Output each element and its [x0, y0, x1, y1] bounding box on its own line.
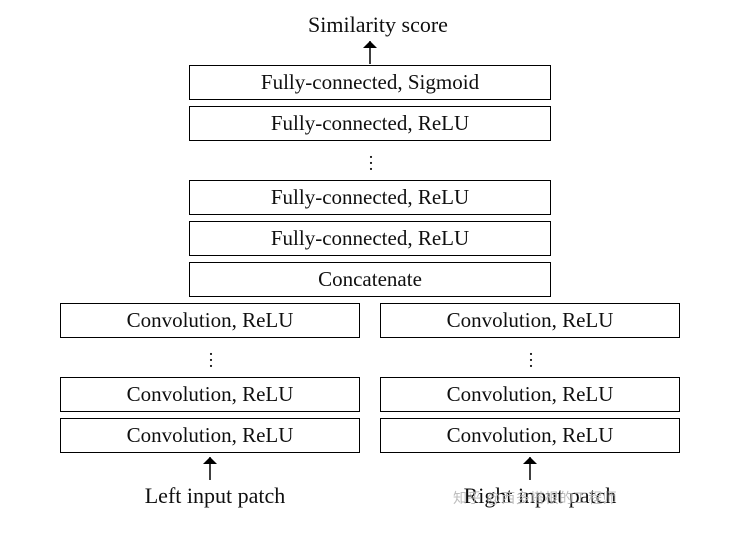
- output-label: Similarity score: [293, 12, 463, 38]
- conv-right-row0: Convolution, ReLU: [380, 303, 680, 338]
- concatenate-block: Concatenate: [189, 262, 551, 297]
- fc-relu-block-top: Fully-connected, ReLU: [189, 106, 551, 141]
- diagram-canvas: Similarity score Fully-connected, Sigmoi…: [0, 0, 741, 547]
- arrow-top: [360, 39, 380, 66]
- conv-right-row1: Convolution, ReLU: [380, 377, 680, 412]
- vdots-conv-right: ...: [521, 346, 541, 364]
- arrow-left-input: [200, 455, 220, 482]
- arrow-right-input: [520, 455, 540, 482]
- fc-relu-block-mid: Fully-connected, ReLU: [189, 180, 551, 215]
- vdots-conv-left: ...: [201, 346, 221, 364]
- conv-left-row1: Convolution, ReLU: [60, 377, 360, 412]
- conv-left-row0: Convolution, ReLU: [60, 303, 360, 338]
- conv-right-row2: Convolution, ReLU: [380, 418, 680, 453]
- conv-left-row2: Convolution, ReLU: [60, 418, 360, 453]
- fc-sigmoid-block: Fully-connected, Sigmoid: [189, 65, 551, 100]
- watermark: 知乎 @西多塔根的工程师: [453, 488, 617, 508]
- vdots-upper: ...: [361, 149, 381, 167]
- left-input-label: Left input patch: [130, 483, 300, 509]
- fc-relu-block-bottom: Fully-connected, ReLU: [189, 221, 551, 256]
